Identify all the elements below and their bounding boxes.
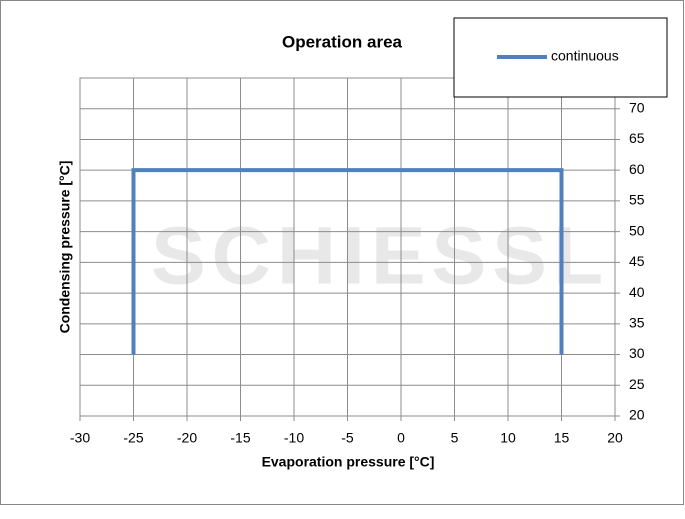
x-tick-label: -25 [123,430,143,446]
x-tick-label: 5 [451,430,459,446]
y-tick-label: 35 [629,315,645,331]
x-axis-title: Evaporation pressure [°C] [262,454,435,470]
y-tick-label: 30 [629,345,645,361]
y-tick-label: 55 [629,192,645,208]
x-tick-label: -5 [341,430,354,446]
y-tick-label: 60 [629,161,645,177]
y-tick-label: 25 [629,376,645,392]
y-tick-label: 20 [629,407,645,423]
y-tick-label: 40 [629,284,645,300]
x-tick-label: 15 [554,430,570,446]
y-tick-label: 50 [629,222,645,238]
x-tick-label: -10 [284,430,304,446]
chart-title: Operation area [282,32,403,51]
y-tick-label: 45 [629,253,645,269]
x-tick-label: -20 [177,430,197,446]
x-tick-label: -30 [70,430,90,446]
y-tick-label: 70 [629,99,645,115]
x-tick-label: 10 [500,430,516,446]
x-tick-label: 20 [607,430,623,446]
y-tick-label: 65 [629,130,645,146]
watermark: SCHIESSL [151,211,609,302]
data-line [131,168,564,355]
x-tick-label: -15 [230,430,250,446]
y-axis-title: Condensing pressure [°C] [57,161,73,334]
legend-label: continuous [551,48,619,64]
legend-box [453,17,668,98]
x-tick-label: 0 [397,430,405,446]
